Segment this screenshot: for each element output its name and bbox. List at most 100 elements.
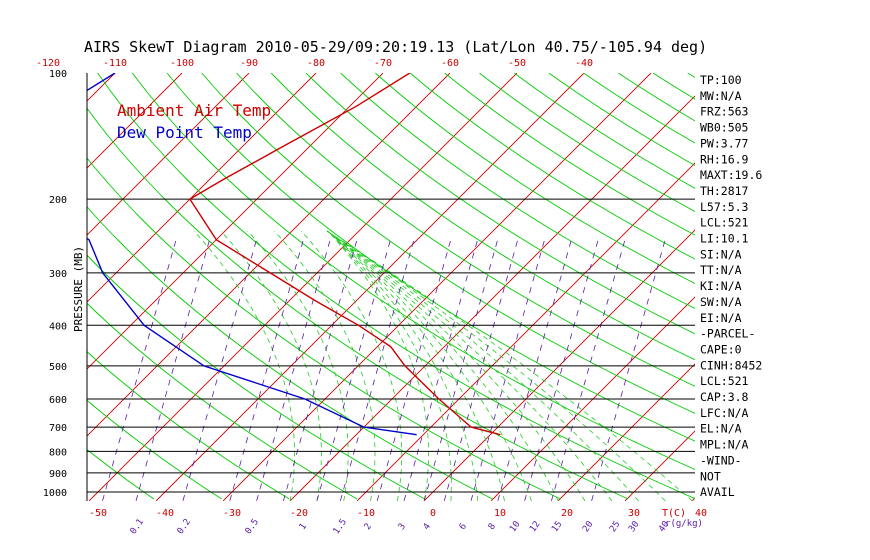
top-temp-tick-label: -40: [575, 58, 593, 69]
isotherm: [87, 73, 451, 437]
stat-item: TT:N/A: [700, 263, 742, 277]
mixing-ratio-line: [423, 239, 499, 501]
bottom-temp-tick-label: -50: [89, 508, 107, 519]
dry-adiabat: [827, 73, 870, 499]
isotherm: [87, 73, 250, 236]
pressure-tick-label: 500: [49, 362, 67, 373]
top-temp-tick-label: -80: [307, 58, 325, 69]
pressure-tick-label: 300: [49, 269, 67, 280]
legend: Ambient Air Temp Dew Point Temp: [117, 101, 271, 142]
stat-item: SW:N/A: [700, 295, 742, 309]
bottom-temp-tick-label: -10: [357, 508, 375, 519]
stat-item: FRZ:563: [700, 105, 749, 119]
mixing-ratio-line: [256, 239, 331, 501]
pressure-tick-label: 600: [49, 395, 67, 406]
top-temp-tick-label: -50: [508, 58, 526, 69]
stat-item: LI:10.1: [700, 232, 749, 246]
isotherm: [826, 73, 870, 501]
mixing-ratio-line: [403, 239, 478, 501]
stat-item: EI:N/A: [700, 311, 742, 325]
mixing-ratio-line: [316, 239, 391, 501]
pressure-tick-label: 200: [49, 195, 67, 206]
pressure-tick-label: 800: [49, 447, 67, 458]
stat-item: WB0:505: [700, 121, 748, 135]
stat-item: TP:100: [700, 73, 742, 87]
stat-item: NOT: [700, 469, 721, 483]
dry-adiabat: [87, 157, 561, 500]
pressure-tick-label: 700: [49, 423, 67, 434]
stat-item: PW:3.77: [700, 136, 749, 150]
mixing-ratio-tick-label: 0.1: [129, 517, 147, 536]
mixing-ratio-line: [551, 239, 626, 501]
dry-adiabat: [409, 73, 695, 260]
isotherm: [759, 73, 870, 501]
stat-item: -PARCEL-: [700, 327, 755, 341]
bottom-temp-tick-label: 10: [494, 508, 506, 519]
top-temp-tick-label: -100: [170, 58, 194, 69]
isotherm: [289, 95, 695, 501]
dry-adiabat: [444, 73, 695, 236]
mixing-ratio-tick-label: 2: [363, 522, 374, 532]
mixing-ratio-line: [229, 239, 304, 501]
top-temp-tick-label: -110: [103, 58, 127, 69]
bottom-temp-tick-label: 0: [430, 508, 436, 519]
dry-adiabat: [270, 73, 695, 361]
stat-item: LFC:N/A: [700, 406, 749, 420]
bottom-temp-tick-label: 30: [628, 508, 640, 519]
dry-adiabat: [132, 73, 695, 470]
stat-item: -WIND-: [700, 453, 742, 467]
mixing-ratio-line: [283, 239, 358, 501]
isotherm: [557, 363, 695, 501]
bottom-temp-unit: T(C): [662, 508, 686, 519]
dry-adiabat: [479, 73, 695, 212]
dry-adiabat: [792, 73, 870, 499]
mixing-ratio-tick-label: 15: [550, 520, 564, 535]
mixing-ratio-tick-label: 6: [458, 522, 469, 532]
mixing-ratio-line: [470, 239, 545, 501]
top-temp-tick-label: -70: [374, 58, 392, 69]
mixing-ratio-tick-label: 4: [422, 522, 433, 532]
isotherm: [155, 73, 585, 501]
y-axis-label: PRESSURE (MB): [72, 246, 85, 332]
stat-item: EL:N/A: [700, 422, 742, 436]
chart-title: AIRS SkewT Diagram 2010-05-29/09:20:19.1…: [84, 38, 707, 56]
isotherm: [0, 73, 48, 501]
stat-item: L57:5.3: [700, 200, 749, 214]
dry-adiabat: [87, 302, 358, 500]
dry-adiabat: [166, 73, 695, 442]
mixing-ratio-tick-label: 12: [528, 520, 542, 535]
dry-adiabat: [87, 254, 426, 500]
isotherm: [87, 73, 384, 370]
dry-adiabat: [87, 107, 629, 500]
ambient-air-temp-line: [188, 73, 501, 436]
dry-adiabat: [305, 73, 695, 335]
legend-ambient-air-temp: Ambient Air Temp: [117, 101, 271, 120]
mixing-ratio-tick-label: 1: [298, 522, 309, 532]
mixing-ratio-line: [591, 239, 666, 501]
stat-item: LCL:521: [700, 374, 749, 388]
dry-adiabat: [513, 73, 695, 189]
top-temp-tick-label: -60: [441, 58, 459, 69]
mixing-ratio-tick-label: 20: [581, 520, 595, 535]
pressure-tick-label: 400: [49, 321, 67, 332]
mixing-ratio-line: [443, 239, 519, 501]
stat-item: RH:16.9: [700, 152, 749, 166]
dew-point-temp-line: [87, 73, 417, 436]
isotherm: [423, 229, 695, 501]
dry-adiabat: [87, 206, 493, 500]
stat-item: CAPE:0: [700, 342, 742, 356]
dry-adiabat: [757, 73, 870, 499]
isotherm: [87, 73, 317, 303]
stat-item: CINH:8452: [700, 358, 762, 372]
dry-adiabat: [201, 73, 695, 414]
pressure-tick-label: 1000: [43, 488, 67, 499]
dry-adiabat: [548, 73, 695, 166]
dry-adiabat: [340, 73, 695, 309]
stat-item: SI:N/A: [700, 247, 742, 261]
top-temp-tick-label: -120: [36, 58, 60, 69]
stat-item: CAP:3.8: [700, 390, 749, 404]
dry-adiabat: [236, 73, 695, 387]
